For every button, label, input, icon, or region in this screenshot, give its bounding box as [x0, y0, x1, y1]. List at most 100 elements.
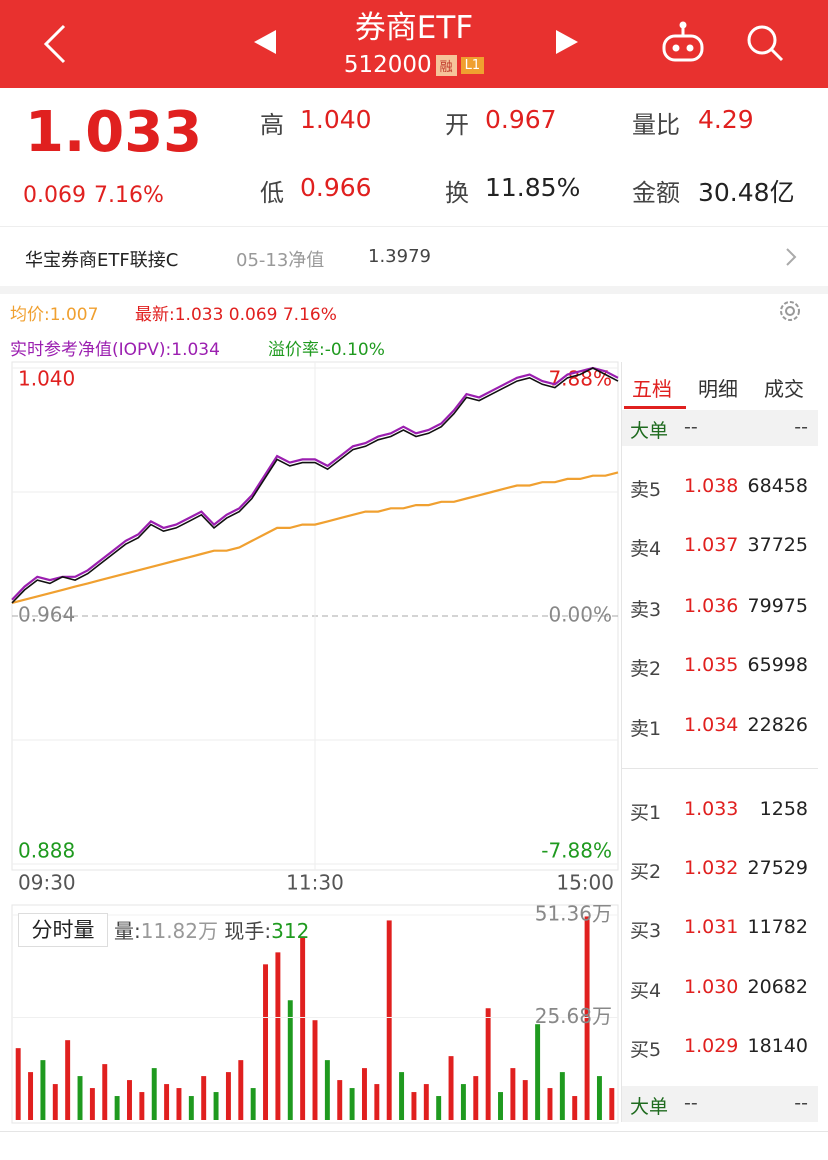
volume-bar: [275, 952, 281, 1120]
stat-value: 1.040: [300, 105, 372, 134]
volume-bar: [40, 1060, 46, 1120]
linked-fund-row[interactable]: 华宝券商ETF联接C 05-13净值 1.3979: [0, 226, 828, 287]
volume-bar: [139, 1092, 145, 1120]
volume-bar: [485, 1008, 491, 1120]
big-order-label: 大单: [630, 1096, 669, 1118]
order-price: 1.034: [684, 714, 739, 736]
big-order-value: --: [684, 1092, 698, 1114]
legend-latest: 最新:1.033 0.069 7.16%: [135, 305, 337, 325]
robot-icon[interactable]: [662, 21, 704, 62]
order-price: 1.036: [684, 595, 739, 617]
header-bar: 券商ETF 512000 融 L1: [0, 0, 828, 88]
tab[interactable]: 五档: [632, 377, 672, 401]
volume-bar: [28, 1072, 34, 1120]
order-price: 1.032: [684, 857, 739, 879]
order-row: 卖4 1.037 37725: [622, 526, 818, 566]
volume-bar: [498, 1092, 503, 1120]
order-row: 买5 1.029 18140: [622, 1027, 818, 1067]
volume-bar: [89, 1088, 95, 1120]
volume-bar: [572, 1096, 578, 1120]
volume-bar: [213, 1092, 219, 1120]
order-volume: 18140: [747, 1035, 808, 1057]
big-order-row: 大单 -- --: [622, 1086, 818, 1122]
order-volume: 68458: [747, 475, 808, 497]
order-price: 1.033: [684, 798, 739, 820]
tab[interactable]: 成交: [764, 377, 804, 401]
volume-bar: [114, 1096, 120, 1120]
order-row: 卖1 1.034 22826: [622, 706, 818, 746]
legend-avg: 均价:1.007: [10, 305, 99, 325]
back-button[interactable]: [43, 24, 66, 64]
code: 512000: [343, 52, 432, 78]
nav-date: 05-13净值: [236, 250, 325, 271]
big-order-value: --: [794, 1092, 808, 1114]
order-volume: 27529: [747, 857, 808, 879]
order-label: 卖4: [630, 538, 662, 560]
order-volume: 20682: [747, 976, 808, 998]
volume-bar: [436, 1096, 442, 1120]
volume-bar: [510, 1068, 516, 1120]
next-button[interactable]: [556, 30, 578, 54]
stat-value: 0.967: [485, 105, 557, 134]
y-tick-label: 0.964: [18, 603, 75, 627]
price-line: [11, 367, 619, 604]
stat-label: 低: [260, 179, 284, 207]
order-row: 买4 1.030 20682: [622, 968, 818, 1008]
change: 0.069: [23, 183, 86, 208]
order-row: 买3 1.031 11782: [622, 908, 818, 948]
order-row: 买2 1.032 27529: [622, 849, 818, 889]
volume-bar: [460, 1084, 466, 1120]
volume-bar: [238, 1060, 244, 1120]
hand-label: 现手:: [224, 919, 272, 943]
order-volume: 37725: [747, 534, 808, 556]
x-tick-label: 11:30: [286, 871, 344, 895]
volume-info: 量:11.82万 现手:312: [114, 915, 309, 944]
volume-bar: [300, 936, 306, 1120]
volume-bar: [127, 1080, 132, 1120]
volume-bar: [337, 1080, 343, 1120]
y2-tick-label: -7.88%: [541, 839, 612, 863]
volume-bar: [250, 1088, 256, 1120]
badge: 融: [435, 55, 457, 76]
order-price: 1.037: [684, 534, 739, 556]
volume-bar: [448, 1056, 454, 1120]
volume-bar: [287, 1000, 293, 1120]
order-price: 1.038: [684, 475, 739, 497]
order-price: 1.029: [684, 1035, 739, 1057]
volume-bar: [399, 1072, 405, 1120]
volume-bar: [473, 1076, 479, 1120]
order-label: 买1: [630, 802, 662, 824]
order-volume: 79975: [747, 595, 808, 617]
volume-bar: [349, 1088, 355, 1120]
volume-bar: [77, 1076, 83, 1120]
search-icon[interactable]: [747, 25, 784, 62]
order-label: 卖2: [630, 658, 662, 680]
volume-bar: [151, 1068, 157, 1120]
volume-bar: [584, 916, 590, 1120]
y-tick-label: 51.36万: [535, 902, 612, 926]
volume-bar: [52, 1084, 58, 1120]
stat-label: 金额: [632, 179, 680, 207]
tab-underline: [624, 406, 686, 409]
stat-value: 30.48亿: [698, 178, 795, 207]
code-line: 512000 融 L1: [314, 52, 514, 78]
volume-bar: [522, 1080, 528, 1120]
volume-tab[interactable]: 分时量: [18, 913, 108, 947]
prev-button[interactable]: [254, 30, 276, 54]
order-price: 1.031: [684, 916, 739, 938]
volume-label: 量:: [114, 919, 141, 943]
big-order-value: --: [794, 416, 808, 438]
stat-label: 高: [260, 111, 284, 139]
chevron: [786, 248, 797, 266]
volume-bar: [176, 1088, 182, 1120]
tab[interactable]: 明细: [698, 377, 738, 401]
legend-premium: 溢价率:-0.10%: [268, 340, 385, 360]
volume-bar: [361, 1068, 367, 1120]
settings-icon[interactable]: [776, 297, 804, 325]
book-separator: [622, 768, 818, 769]
volume-bar: [263, 964, 269, 1120]
volume-bar: [324, 1060, 330, 1120]
separator: [0, 286, 828, 294]
